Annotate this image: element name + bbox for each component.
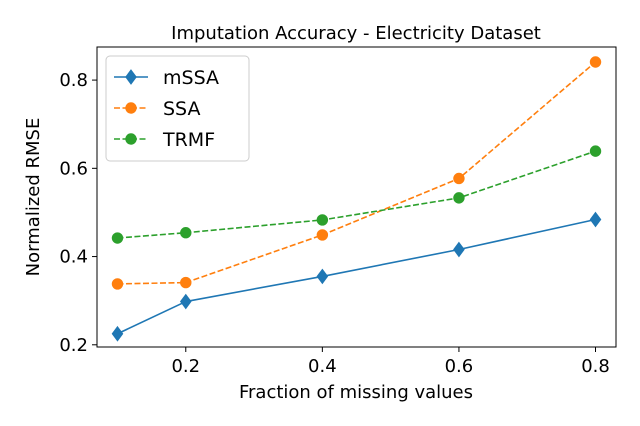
legend-marker-mssa [125,69,137,85]
series-layer [111,56,602,342]
series-line-trmf [117,150,596,239]
data-point-mssa [589,211,602,228]
legend-marker-trmf [125,133,137,145]
series-trmf [111,145,602,244]
y-tick-label: 0.6 [59,158,88,179]
chart-title: Imputation Accuracy - Electricity Datase… [171,23,541,44]
x-tick-label: 0.4 [308,356,337,377]
data-point-trmf [180,227,192,239]
legend: mSSA SSA TRMF [105,55,250,162]
x-tick-label: 0.2 [171,356,200,377]
x-axis-title: Fraction of missing values [239,382,473,403]
data-point-ssa [316,229,329,241]
series-mssa [111,211,602,342]
legend-label-mssa: mSSA [163,67,219,89]
y-axis-title: Normalized RMSE [23,118,44,277]
y-tick-label: 0.4 [59,247,88,268]
series-ssa [111,56,602,290]
x-tick-label: 0.6 [445,356,474,377]
data-point-trmf [453,192,465,204]
legend-marker-ssa [125,102,137,114]
data-point-mssa [179,293,192,310]
legend-label-ssa: SSA [163,98,200,120]
data-point-ssa [180,276,192,289]
legend-entry-trmf: TRMF [114,129,215,151]
y-axis: 0.2 0.4 0.6 0.8 [59,70,97,356]
legend-entry-ssa: SSA [114,98,200,120]
x-tick-label: 0.8 [581,356,610,377]
data-point-trmf [589,145,602,157]
legend-label-trmf: TRMF [162,129,215,151]
data-point-trmf [111,232,124,244]
x-axis: 0.2 0.4 0.6 0.8 [171,347,610,377]
data-point-ssa [589,56,602,68]
legend-entry-mssa: mSSA [114,67,219,89]
data-point-ssa [453,172,465,185]
legend-box [105,55,250,162]
data-point-mssa [111,325,124,342]
plot-frame [96,46,617,348]
y-tick-label: 0.8 [59,70,88,91]
data-point-ssa [111,278,124,290]
data-point-trmf [316,214,329,226]
y-tick-label: 0.2 [59,335,88,356]
data-point-mssa [316,268,329,285]
data-point-mssa [453,241,465,258]
